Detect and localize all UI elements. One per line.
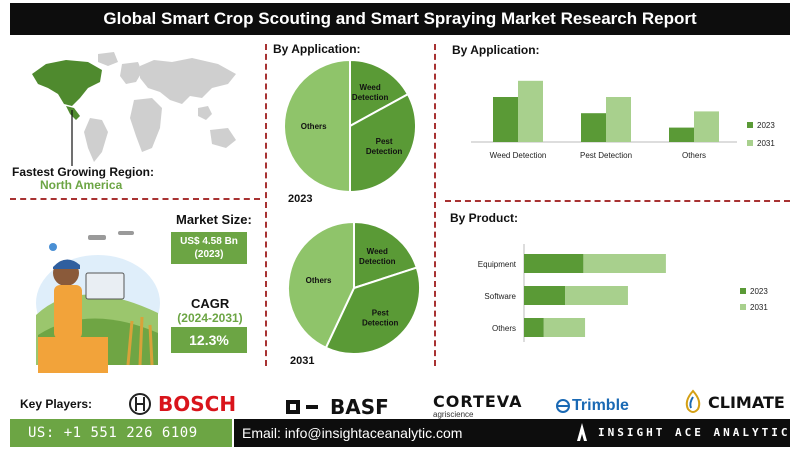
divider-left <box>265 44 267 366</box>
hbar-2031-software <box>565 286 628 305</box>
divider-right-horizontal <box>445 200 790 202</box>
application-bar-chart: Weed Detection Pest Detection Others 2023 20… <box>471 80 775 160</box>
hbar-2023-others <box>524 318 544 337</box>
hbar-legend-label-2031: 2031 <box>750 303 768 312</box>
divider-left-horizontal <box>10 198 260 200</box>
footer-contact-bar: Email: info@insightaceanalytic.com <box>234 419 790 447</box>
climate-wordmark: CLIMATE <box>708 392 785 412</box>
pie-2031-label-others: Others <box>306 276 332 285</box>
pie-2031-label-pest-detection: Pest Detection <box>362 309 399 328</box>
world-map <box>32 52 236 166</box>
pie-2023-label-weed-detection: Weed Detection <box>352 83 389 102</box>
key-players-label: Key Players: <box>20 397 93 411</box>
insight-ace-logo-icon <box>577 423 587 441</box>
vbar-2023-others <box>669 127 694 142</box>
footer-phone[interactable]: US: +1 551 226 6109 <box>10 419 232 447</box>
hbar-category-label-1: Software <box>484 292 516 301</box>
cagr-value: 12.3% <box>171 327 247 353</box>
vbar-category-label-1: Pest Detection <box>580 151 632 160</box>
market-size-value: US$ 4.58 Bn <box>180 236 238 247</box>
corteva-logo: CORTEVA agriscience <box>433 392 522 419</box>
hbar-category-label-2: Others <box>492 324 516 333</box>
vbar-legend-label-2023: 2023 <box>757 121 775 130</box>
hbar-2023-software <box>524 286 566 305</box>
product-bar-chart: Equipment Software Others 2023 2031 <box>478 244 768 342</box>
bosch-emblem-icon <box>129 393 151 415</box>
hbar-legend-swatch-2031 <box>740 304 746 310</box>
pie-2023-slice-weed-detection <box>349 58 410 128</box>
vbar-legend-swatch-2031 <box>747 140 753 146</box>
climate-logo: CLIMATE <box>682 389 785 415</box>
footer-brand-name: INSIGHT ACE ANALYTIC <box>598 425 791 439</box>
corteva-subtitle: agriscience <box>433 410 474 419</box>
region-value: North America <box>40 178 123 192</box>
vbar-category-label-2: Others <box>682 151 706 160</box>
climate-flame-icon <box>685 389 701 413</box>
vbar-2031-weed-detection <box>518 80 543 142</box>
vbar-legend-label-2031: 2031 <box>757 139 775 148</box>
pie-year-label-2031: 2031 <box>290 355 314 367</box>
trimble-wordmark: Trimble <box>572 397 629 414</box>
pie-2031-label-weed-detection: Weed Detection <box>359 247 396 266</box>
product-section-title: By Product: <box>450 211 519 225</box>
vbar-legend-swatch-2023 <box>747 122 753 128</box>
hbar-category-label-0: Equipment <box>478 260 517 269</box>
pie-2031-slice-pest-detection <box>324 266 421 355</box>
pie-2023-label-pest-detection: Pest Detection <box>366 137 403 156</box>
divider-right <box>434 44 436 366</box>
pie-2031-slice-weed-detection <box>353 220 419 290</box>
trimble-emblem-icon <box>556 399 570 413</box>
footer-email[interactable]: Email: info@insightaceanalytic.com <box>242 425 463 441</box>
vbar-category-label-0: Weed Detection <box>490 151 547 160</box>
pie-year-label-2023: 2023 <box>288 193 312 205</box>
market-size-box: US$ 4.58 Bn (2023) <box>171 232 247 264</box>
vbar-2023-weed-detection <box>493 97 518 142</box>
basf-logo: BASF <box>286 395 389 419</box>
cagr-period: (2024-2031) <box>177 311 243 325</box>
hbar-2031-equipment <box>583 254 666 273</box>
bar-section-title: By Application: <box>452 43 540 57</box>
basf-wordmark: BASF <box>330 395 389 419</box>
farmer-illustration <box>36 231 160 373</box>
pie-2023-slice-others <box>283 58 351 194</box>
hbar-legend-swatch-2023 <box>740 288 746 294</box>
hbar-legend-label-2023: 2023 <box>750 287 768 296</box>
region-label: Fastest Growing Region: <box>12 165 155 179</box>
bosch-wordmark: BOSCH <box>158 392 237 416</box>
cagr-label: CAGR <box>191 296 230 311</box>
hbar-2023-equipment <box>524 254 584 273</box>
application-pie-charts: Weed Detection Pest Detection Others 2023 Weed… <box>283 58 421 367</box>
market-size-label: Market Size: <box>176 212 252 227</box>
trimble-logo: Trimble <box>556 397 629 415</box>
footer-brand: INSIGHT ACE ANALYTIC <box>576 422 790 442</box>
corteva-wordmark: CORTEVA <box>433 392 523 411</box>
basf-square-icon <box>286 400 318 414</box>
pie-2023-slice-pest-detection <box>349 92 417 194</box>
vbar-2031-pest-detection <box>606 97 631 142</box>
vbar-2023-pest-detection <box>581 113 606 142</box>
pie-2023-label-others: Others <box>301 122 327 131</box>
hbar-2031-others <box>543 318 586 337</box>
report-title: Global Smart Crop Scouting and Smart Spr… <box>10 3 790 35</box>
vbar-2031-others <box>694 111 719 142</box>
bosch-logo: BOSCH <box>128 392 236 416</box>
pie-section-title: By Application: <box>273 42 361 56</box>
market-size-year: (2023) <box>194 249 224 260</box>
pie-2031-slice-others <box>287 220 355 350</box>
